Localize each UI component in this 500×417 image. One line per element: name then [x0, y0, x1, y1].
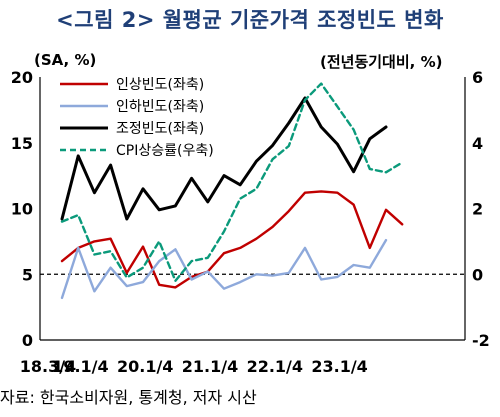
- x-tick-label: 19.1/4: [52, 357, 108, 376]
- series-line: [60, 190, 404, 289]
- legend-label: 인하빈도(좌축): [116, 99, 204, 115]
- series-line: [60, 82, 404, 282]
- left-tick-label: 15: [11, 134, 33, 153]
- legend-label: 인상빈도(좌축): [116, 77, 204, 93]
- series-line: [60, 96, 388, 221]
- x-tick-label: 18.3/4: [20, 357, 76, 376]
- x-tick-label: 21.1/4: [182, 357, 238, 376]
- right-tick-label: 0: [472, 265, 483, 284]
- series-line: [60, 238, 388, 300]
- left-tick-label: 20: [11, 68, 33, 87]
- left-tick-label: 0: [22, 331, 33, 350]
- source-note: 자료: 한국소비자원, 통계청, 저자 시산: [0, 388, 257, 407]
- right-tick-label: -2: [472, 331, 490, 350]
- chart-title: <그림 2> 월평균 기준가격 조정빈도 변화: [56, 8, 444, 32]
- right-axis-unit: (전년동기대비, %): [320, 53, 443, 71]
- left-tick-label: 10: [11, 200, 33, 219]
- x-tick-label: 22.1/4: [247, 357, 303, 376]
- x-tick-label: 23.1/4: [311, 357, 367, 376]
- legend-label: CPI상승률(우축): [116, 143, 214, 159]
- legend-label: 조정빈도(좌축): [116, 121, 204, 137]
- left-axis-unit: (SA, %): [34, 51, 97, 69]
- right-tick-label: 4: [472, 134, 483, 153]
- right-tick-label: 6: [472, 68, 483, 87]
- x-tick-label: 20.1/4: [117, 357, 173, 376]
- left-tick-label: 5: [22, 265, 33, 284]
- right-tick-label: 2: [472, 200, 483, 219]
